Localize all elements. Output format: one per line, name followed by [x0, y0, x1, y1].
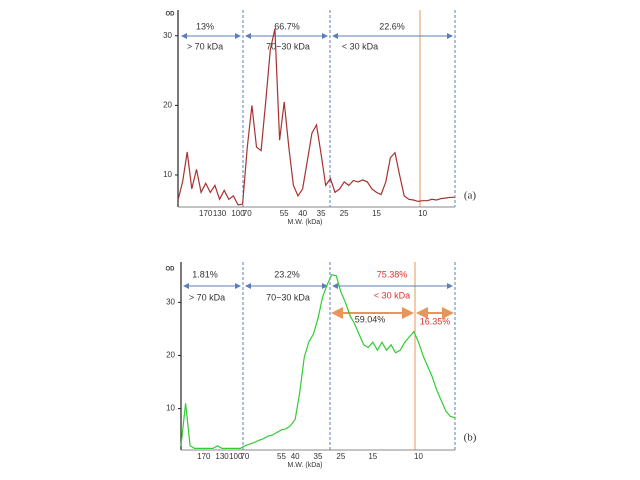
trace-line [180, 274, 456, 449]
annotation: 66.7% [274, 21, 300, 31]
annotation: 22.6% [379, 21, 405, 31]
region-lines-b [183, 262, 456, 450]
x-tick-label: 15 [368, 452, 377, 461]
x-tick-label: 55 [277, 452, 286, 461]
x-tick-label: 55 [280, 209, 289, 218]
x-tick-label: 130 [213, 209, 227, 218]
annotation: > 70 kDa [189, 292, 225, 302]
x-axis-label: M.W. (kDa) [288, 462, 323, 469]
annotation: 23.2% [274, 269, 300, 279]
annotation: 59.04% [355, 314, 386, 324]
annotation: 70~30 kDa [266, 292, 310, 302]
x-tick-label: 25 [336, 452, 345, 461]
x-tick-label: 70 [240, 452, 249, 461]
annotation: > 70 kDa [187, 41, 223, 51]
x-tick-label: 15 [372, 209, 381, 218]
x-tick-label: 35 [317, 209, 326, 218]
annotation: < 30 kDa [374, 290, 410, 300]
x-tick-label: 10 [414, 452, 423, 461]
y-tick-label: 20 [166, 351, 175, 360]
x-tick-label: 100 [231, 209, 245, 218]
x-tick-label: 70 [243, 209, 252, 218]
x-tick-label: 40 [291, 452, 300, 461]
x-tick-label: 170 [199, 209, 213, 218]
x-tick-label: 130 [215, 452, 229, 461]
x-tick-label: 170 [197, 452, 211, 461]
y-tick-label: 30 [166, 297, 175, 306]
x-tick-label: 100 [229, 452, 243, 461]
annotation: 16.35% [420, 316, 451, 326]
x-tick-label: 25 [340, 209, 349, 218]
trace-line [177, 28, 455, 206]
x-tick-label: 10 [418, 209, 427, 218]
annotation: 1.81% [192, 269, 218, 279]
x-tick-label: 40 [298, 209, 307, 218]
panel-label: (a) [464, 190, 477, 202]
region-lines-a [181, 10, 456, 207]
y-tick-label: 10 [163, 170, 172, 179]
y-tick-label: 30 [163, 31, 172, 40]
annotation: < 30 kDa [342, 41, 378, 51]
panel-label: (b) [464, 432, 477, 444]
y-tick-label: 10 [166, 404, 175, 413]
annotation: 75.38% [377, 269, 408, 279]
annotation: 13% [196, 21, 214, 31]
x-axis-label: M.W. (kDa) [288, 219, 323, 226]
y-axis-label: OD [166, 267, 176, 273]
y-tick-label: 20 [163, 100, 172, 109]
annotation: 70~30 kDa [266, 41, 310, 51]
x-tick-label: 35 [314, 452, 323, 461]
y-axis-label: OD [166, 12, 176, 18]
